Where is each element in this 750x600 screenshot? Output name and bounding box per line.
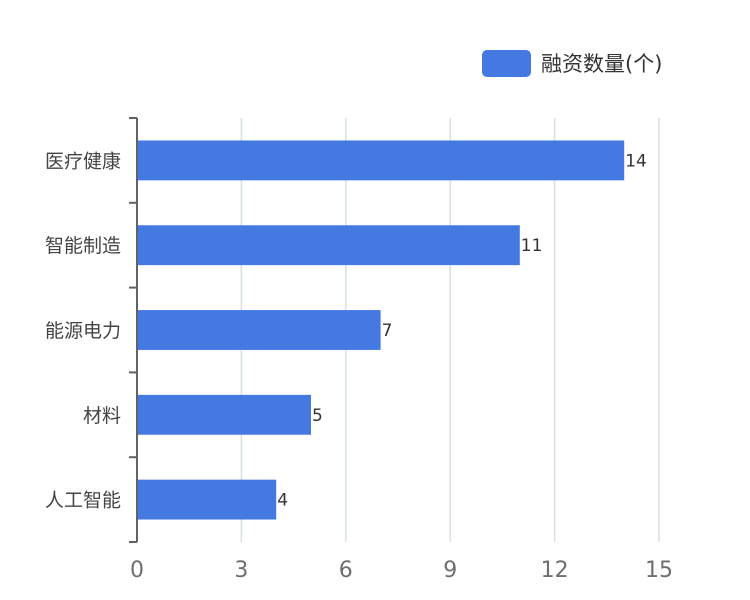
- bar-3[interactable]: [137, 394, 311, 435]
- legend: 融资数量(个): [482, 50, 662, 77]
- x-tick-label-6: 6: [339, 558, 353, 583]
- legend-label: 融资数量(个): [541, 52, 662, 76]
- y-tick-label-4: 人工智能: [45, 490, 121, 512]
- data-label-0: 14: [625, 151, 647, 171]
- bar-0[interactable]: [137, 140, 625, 181]
- legend-swatch[interactable]: [482, 50, 531, 77]
- data-label-3: 5: [312, 406, 323, 426]
- y-tick-label-0: 医疗健康: [45, 150, 121, 172]
- axes: [129, 117, 138, 543]
- y-tick-label-1: 智能制造: [45, 235, 121, 257]
- y-tick-label-2: 能源电力: [45, 320, 121, 342]
- bar-1[interactable]: [137, 225, 520, 266]
- bars: [137, 140, 625, 520]
- data-label-4: 4: [277, 491, 288, 511]
- data-label-1: 11: [521, 236, 543, 256]
- x-tick-label-0: 0: [130, 558, 144, 583]
- x-tick-label-15: 15: [645, 558, 673, 583]
- bar-2[interactable]: [137, 310, 381, 350]
- x-tick-label-3: 3: [234, 558, 248, 583]
- labels: 0 3 6 9 12 15 14 医疗健康 11 智能制造 7 能源电力 5 材料 4 人工智能: [45, 150, 673, 583]
- x-tick-label-9: 9: [443, 558, 457, 583]
- bar-4[interactable]: [137, 479, 277, 520]
- data-label-2: 7: [382, 321, 393, 341]
- x-tick-label-12: 12: [541, 558, 569, 583]
- y-tick-label-3: 材料: [83, 405, 121, 427]
- grid-lines: [240, 118, 660, 542]
